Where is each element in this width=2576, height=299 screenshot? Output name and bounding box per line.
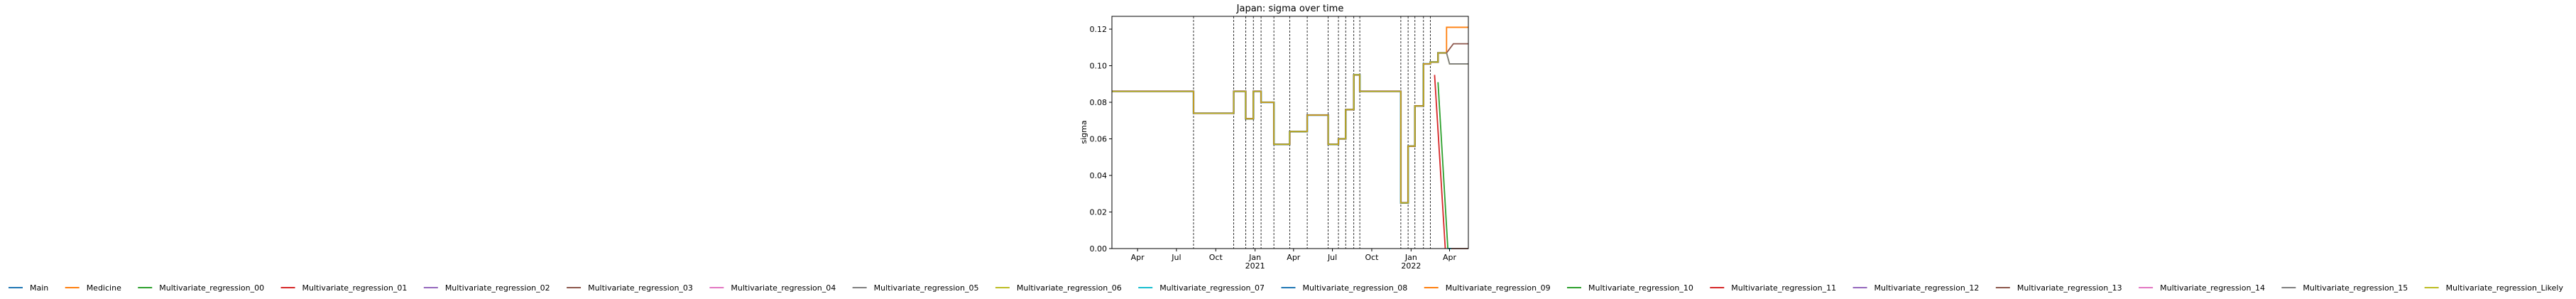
legend-label: Multivariate_regression_14 xyxy=(2160,283,2265,293)
legend-label: Multivariate_regression_00 xyxy=(159,283,264,293)
y-tick-label: 0.02 xyxy=(1090,208,1108,217)
legend-label: Multivariate_regression_04 xyxy=(731,283,836,293)
legend-label: Multivariate_regression_05 xyxy=(874,283,979,293)
legend-item: Multivariate_regression_07 xyxy=(1138,283,1265,293)
legend-label: Multivariate_regression_Likely xyxy=(2446,283,2564,293)
legend-label: Multivariate_regression_15 xyxy=(2303,283,2408,293)
legend-label: Multivariate_regression_06 xyxy=(1017,283,1122,293)
legend-item: Multivariate_regression_Likely xyxy=(2424,283,2564,293)
x-tick-label: 2022 xyxy=(1401,261,1421,271)
x-tick-label: Apr xyxy=(1287,253,1301,262)
legend-item: Multivariate_regression_00 xyxy=(138,283,264,293)
legend: Main Medicine Multivariate_regression_00 Mu… xyxy=(9,283,2563,293)
series-line xyxy=(1446,26,1468,53)
legend-item: Multivariate_regression_01 xyxy=(280,283,408,293)
x-tick-label: Jan xyxy=(1404,253,1417,262)
x-tick-label: Oct xyxy=(1365,253,1379,262)
legend-item: Multivariate_regression_06 xyxy=(995,283,1122,293)
y-tick-label: 0.12 xyxy=(1090,25,1108,34)
series-line xyxy=(1437,82,1449,249)
legend-label: Multivariate_regression_01 xyxy=(302,283,408,293)
y-axis: 0.00 0.02 0.04 0.06 0.08 0.10 0.12 xyxy=(1090,25,1112,254)
series-line xyxy=(1434,75,1446,249)
legend-item: Medicine xyxy=(65,283,121,293)
legend-label: Multivariate_regression_07 xyxy=(1159,283,1265,293)
legend-label: Multivariate_regression_11 xyxy=(1731,283,1836,293)
x-tick-label: Apr xyxy=(1443,253,1457,262)
legend-item: Multivariate_regression_09 xyxy=(1424,283,1551,293)
x-tick-label: Jul xyxy=(1327,253,1337,262)
legend-item: Multivariate_regression_10 xyxy=(1567,283,1693,293)
legend-item: Multivariate_regression_08 xyxy=(1281,283,1407,293)
legend-label: Multivariate_regression_02 xyxy=(445,283,550,293)
series-line xyxy=(1446,53,1468,65)
legend-item: Multivariate_regression_13 xyxy=(1995,283,2122,293)
x-tick-label: Jul xyxy=(1171,253,1181,262)
legend-item: Multivariate_regression_12 xyxy=(1852,283,1980,293)
legend-label: Multivariate_regression_13 xyxy=(2017,283,2122,293)
legend-item: Multivariate_regression_02 xyxy=(423,283,550,293)
y-axis-label: sigma xyxy=(1079,120,1088,143)
legend-item: Multivariate_regression_04 xyxy=(709,283,836,293)
legend-item: Multivariate_regression_14 xyxy=(2139,283,2265,293)
legend-item: Multivariate_regression_03 xyxy=(567,283,693,293)
x-tick-label: Jan xyxy=(1248,253,1261,262)
legend-label: Medicine xyxy=(87,283,121,293)
legend-item: Multivariate_regression_15 xyxy=(2281,283,2408,293)
legend-item: Multivariate_regression_11 xyxy=(1710,283,1836,293)
legend-label: Multivariate_regression_09 xyxy=(1446,283,1551,293)
y-tick-label: 0.06 xyxy=(1090,135,1108,144)
y-tick-label: 0.10 xyxy=(1090,62,1108,71)
axes-frame xyxy=(1111,16,1469,249)
legend-label: Multivariate_regression_03 xyxy=(588,283,693,293)
y-tick-label: 0.04 xyxy=(1090,171,1108,180)
legend-item: Multivariate_regression_05 xyxy=(852,283,979,293)
legend-item: Main xyxy=(9,283,48,293)
x-tick-label: Apr xyxy=(1131,253,1145,262)
legend-label: Multivariate_regression_08 xyxy=(1302,283,1407,293)
plot-area: 0.00 0.02 0.04 0.06 0.08 0.10 0.12 Apr Jul Oct Ja… xyxy=(1090,16,1469,271)
legend-label: Main xyxy=(30,283,48,293)
chart-title: Japan: sigma over time xyxy=(1236,4,1344,14)
x-tick-label: Oct xyxy=(1209,253,1223,262)
series-line xyxy=(1446,43,1468,54)
y-tick-label: 0.00 xyxy=(1090,244,1108,254)
series-line-shared-5 xyxy=(1112,52,1447,204)
legend-label: Multivariate_regression_12 xyxy=(1874,283,1980,293)
legend-label: Multivariate_regression_10 xyxy=(1588,283,1693,293)
y-tick-label: 0.08 xyxy=(1090,98,1108,107)
x-tick-label: 2021 xyxy=(1245,261,1265,271)
change-point-lines xyxy=(1193,16,1431,249)
